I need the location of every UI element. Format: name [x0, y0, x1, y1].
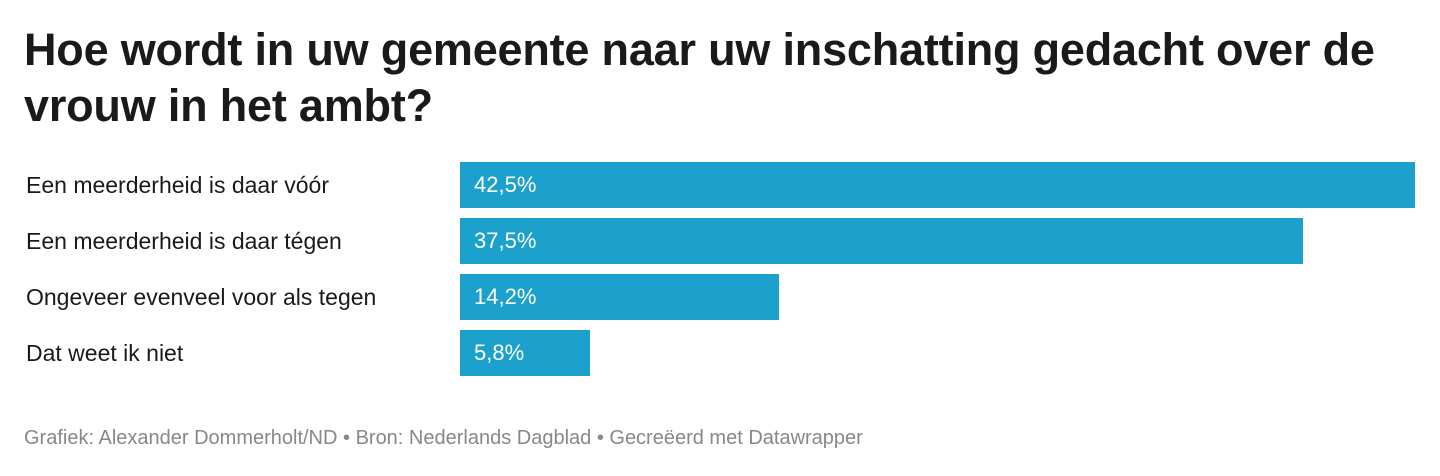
bar-row: Een meerderheid is daar tégen 37,5%: [0, 218, 1440, 264]
bar: [460, 218, 1303, 264]
bar-row: Een meerderheid is daar vóór 42,5%: [0, 162, 1440, 208]
bar: [460, 162, 1415, 208]
bar-value-label: 5,8%: [474, 340, 525, 365]
chart-credit-footer: Grafiek: Alexander Dommerholt/ND • Bron:…: [24, 427, 863, 449]
category-label: Een meerderheid is daar tégen: [26, 228, 342, 254]
bar-value-label: 42,5%: [474, 172, 537, 197]
bar-row: Ongeveer evenveel voor als tegen 14,2%: [0, 274, 1440, 320]
category-label: Een meerderheid is daar vóór: [26, 172, 329, 198]
category-label: Dat weet ik niet: [26, 340, 184, 366]
bar: [460, 330, 590, 376]
bar-value-label: 37,5%: [474, 228, 537, 253]
category-label: Ongeveer evenveel voor als tegen: [26, 284, 377, 310]
chart-title: Hoe wordt in uw gemeente naar uw inschat…: [24, 24, 1375, 131]
bar-row: Dat weet ik niet 5,8%: [0, 330, 1440, 376]
bar-value-label: 14,2%: [474, 284, 537, 309]
bar: [460, 274, 779, 320]
